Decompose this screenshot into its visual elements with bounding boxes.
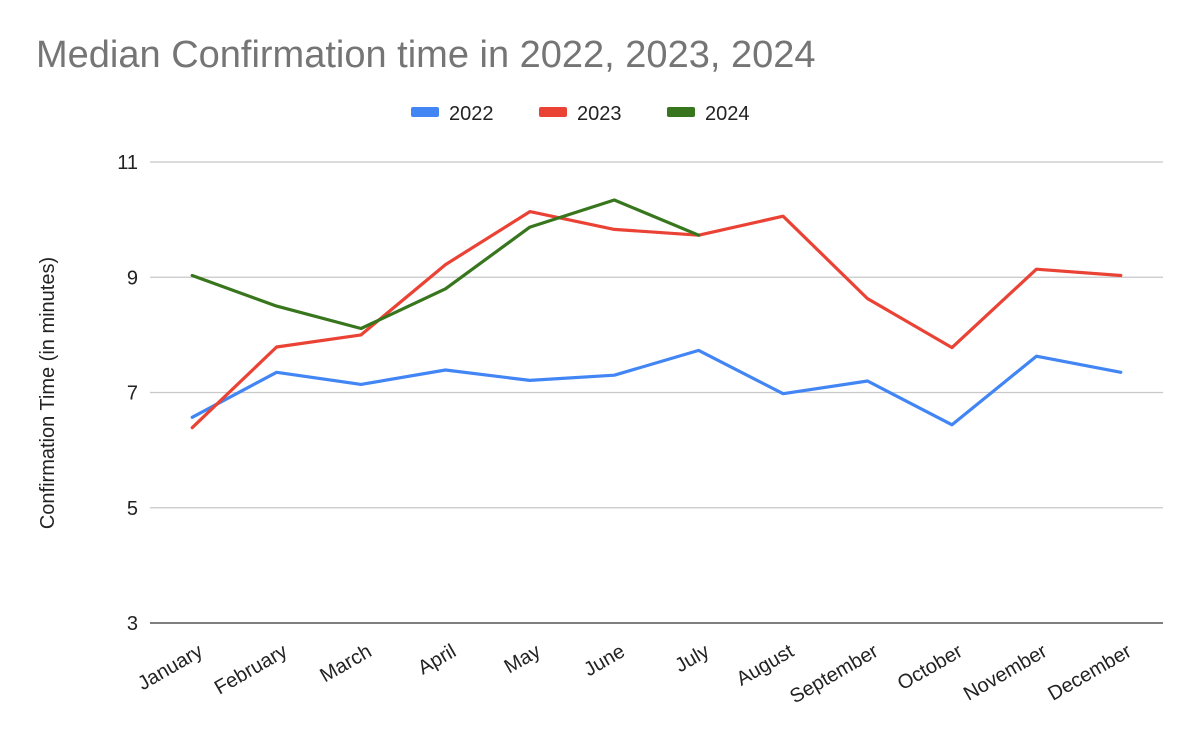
series-line-2023 xyxy=(190,210,1123,430)
x-axis-ticks: January February March April May June July Augu… xyxy=(134,640,1135,708)
gridlines xyxy=(150,161,1163,624)
legend-label: 2023 xyxy=(577,103,622,125)
legend-label: 2024 xyxy=(705,103,750,125)
x-tick-label: January xyxy=(134,640,207,695)
y-tick-label: 3 xyxy=(127,613,138,635)
legend-label: 2022 xyxy=(449,103,494,125)
y-axis-label: Confirmation Time (in minutes) xyxy=(37,257,59,529)
x-tick-label: December xyxy=(1044,640,1135,705)
series-line-2022 xyxy=(190,348,1123,427)
x-tick-label: May xyxy=(501,640,545,678)
x-tick-label: June xyxy=(580,640,629,681)
x-tick-label: March xyxy=(316,640,375,687)
x-tick-label: February xyxy=(211,640,291,699)
chart-title: Median Confirmation time in 2022, 2023, … xyxy=(36,34,815,76)
legend-item: 2024 xyxy=(667,103,750,125)
x-tick-label: October xyxy=(894,640,967,695)
legend-item: 2022 xyxy=(411,103,494,125)
series-line-2024 xyxy=(190,198,701,331)
legend-swatch xyxy=(667,107,695,117)
x-tick-label: November xyxy=(960,640,1051,705)
legend-swatch xyxy=(539,107,567,117)
series-group xyxy=(190,198,1123,430)
x-tick-label: July xyxy=(671,640,713,677)
legend-item: 2023 xyxy=(539,103,622,125)
y-tick-label: 7 xyxy=(127,383,138,405)
y-axis-ticks: 3 5 7 9 11 xyxy=(117,152,138,635)
chart-legend: 2022 2023 2024 xyxy=(411,103,750,125)
y-tick-label: 11 xyxy=(117,152,138,174)
legend-swatch xyxy=(411,107,439,117)
x-tick-label: September xyxy=(786,640,882,708)
y-tick-label: 9 xyxy=(127,267,138,289)
x-tick-label: April xyxy=(414,640,460,679)
x-tick-label: August xyxy=(733,640,798,690)
y-tick-label: 5 xyxy=(127,498,138,520)
